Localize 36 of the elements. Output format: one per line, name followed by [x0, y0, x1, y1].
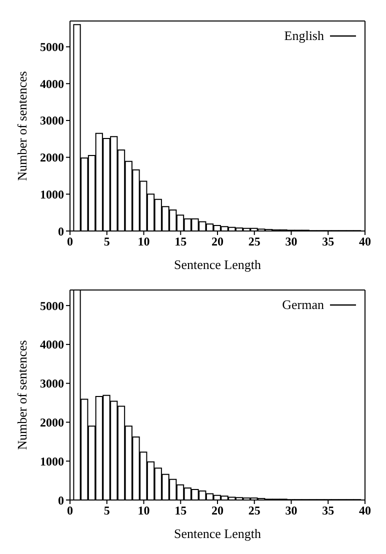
y-tick-label: 1000	[40, 187, 64, 202]
x-tick-label: 25	[248, 504, 260, 518]
y-tick-label: 4000	[40, 76, 64, 91]
y-tick-label: 3000	[40, 114, 64, 128]
y-tick-label: 5000	[40, 40, 64, 54]
y-tick-label: 2000	[40, 150, 64, 165]
y-tick-label: 5000	[40, 298, 64, 313]
x-tick-label: 5	[104, 234, 110, 249]
x-tick-label: 15	[174, 234, 187, 249]
y-tick-label: 1000	[40, 454, 64, 468]
legend-label: German	[282, 297, 324, 313]
y-tick-label: 0	[58, 493, 64, 508]
x-tick-label: 40	[359, 504, 371, 518]
x-tick-label: 20	[212, 234, 224, 249]
x-tick-label: 10	[138, 504, 150, 518]
x-tick-label: 0	[67, 234, 73, 249]
x-tick-label: 40	[359, 234, 371, 249]
x-tick-label: 5	[104, 504, 110, 518]
y-tick-label: 2000	[40, 415, 64, 430]
y-tick-label: 4000	[40, 338, 64, 352]
x-tick-label: 30	[285, 234, 298, 249]
x-tick-label: 10	[138, 234, 150, 249]
x-tick-label: 15	[174, 504, 187, 518]
legend-label: English	[284, 28, 324, 44]
y-axis-title: Number of sentences	[14, 71, 30, 181]
y-axis-title: Number of sentences	[14, 340, 30, 450]
x-axis-title: Sentence Length	[174, 526, 262, 541]
y-tick-label: 3000	[40, 376, 64, 391]
x-tick-label: 20	[212, 504, 224, 518]
x-tick-label: 25	[248, 234, 260, 249]
x-axis-title: Sentence Length	[174, 257, 262, 272]
y-tick-label: 0	[58, 224, 64, 238]
x-tick-label: 0	[67, 504, 73, 518]
x-tick-label: 35	[322, 504, 334, 518]
x-tick-label: 30	[285, 504, 298, 518]
x-tick-label: 35	[322, 234, 334, 249]
